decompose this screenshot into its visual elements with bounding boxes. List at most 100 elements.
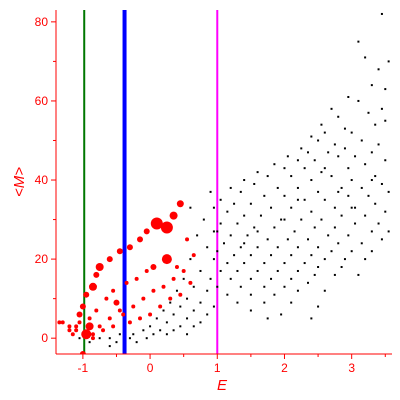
- black-point: [243, 214, 246, 217]
- black-point: [300, 218, 303, 221]
- black-point: [387, 60, 390, 63]
- black-point: [236, 269, 239, 272]
- black-point: [243, 242, 246, 245]
- black-point: [206, 313, 209, 316]
- black-point: [256, 246, 259, 249]
- ticks: -1 0 1 2 3 0 20 40 60 80: [35, 15, 386, 375]
- black-point: [273, 163, 276, 166]
- black-point: [182, 277, 185, 280]
- red-point: [158, 304, 163, 309]
- red-point: [79, 351, 86, 354]
- x-axis-label: E: [217, 377, 228, 394]
- black-point: [236, 301, 239, 304]
- y-tick-label: 40: [35, 173, 49, 187]
- red-point: [104, 296, 109, 301]
- red-point: [81, 329, 92, 340]
- black-point: [270, 277, 273, 280]
- black-point: [276, 186, 279, 189]
- black-point: [323, 167, 326, 170]
- red-point: [150, 217, 163, 230]
- red-point: [60, 320, 65, 325]
- black-point: [303, 198, 306, 201]
- black-point: [98, 337, 101, 340]
- black-point: [216, 250, 219, 253]
- black-point: [175, 289, 178, 292]
- black-point: [333, 226, 336, 229]
- black-point: [374, 123, 377, 126]
- red-point: [134, 276, 139, 281]
- red-point: [94, 308, 99, 313]
- black-point: [330, 175, 333, 178]
- black-point: [186, 333, 189, 336]
- black-points-series: [78, 12, 390, 348]
- black-point: [256, 269, 259, 272]
- black-point: [233, 202, 236, 205]
- black-point: [354, 206, 357, 209]
- red-point: [116, 248, 123, 255]
- black-point: [276, 269, 279, 272]
- black-point: [357, 273, 360, 276]
- red-points-series: [57, 200, 196, 354]
- black-point: [343, 258, 346, 261]
- red-point: [90, 332, 95, 337]
- black-point: [283, 262, 286, 265]
- red-point: [191, 253, 196, 258]
- black-point: [370, 230, 373, 233]
- black-point: [246, 234, 249, 237]
- black-point: [360, 186, 363, 189]
- red-point: [181, 268, 186, 273]
- black-point: [196, 234, 199, 237]
- black-point: [256, 171, 259, 174]
- red-point: [178, 292, 183, 297]
- black-point: [286, 238, 289, 241]
- black-point: [290, 206, 293, 209]
- black-point: [243, 262, 246, 265]
- black-point: [377, 222, 380, 225]
- red-point: [70, 332, 75, 337]
- black-point: [172, 313, 175, 316]
- red-point: [168, 296, 173, 301]
- axes: [55, 10, 392, 355]
- black-point: [132, 333, 135, 336]
- black-point: [199, 321, 202, 324]
- black-point: [370, 250, 373, 253]
- black-point: [239, 285, 242, 288]
- black-point: [273, 293, 276, 296]
- red-point: [85, 322, 94, 331]
- red-point: [137, 236, 143, 243]
- black-point: [370, 179, 373, 182]
- black-point: [374, 175, 377, 178]
- black-point: [179, 325, 182, 328]
- black-point: [333, 273, 336, 276]
- black-point: [219, 269, 222, 272]
- black-point: [276, 246, 279, 249]
- black-point: [337, 155, 340, 158]
- red-point: [143, 228, 150, 235]
- black-point: [165, 321, 168, 324]
- black-point: [239, 246, 242, 249]
- black-point: [229, 277, 232, 280]
- black-point: [333, 206, 336, 209]
- black-point: [290, 301, 293, 304]
- black-point: [384, 88, 387, 91]
- black-point: [216, 230, 219, 233]
- red-point: [126, 244, 133, 251]
- black-point: [367, 111, 370, 114]
- black-point: [229, 186, 232, 189]
- black-point: [337, 242, 340, 245]
- black-point: [162, 309, 165, 312]
- black-point: [212, 305, 215, 308]
- black-point: [283, 194, 286, 197]
- black-point: [226, 210, 229, 213]
- red-point: [97, 324, 102, 329]
- black-point: [296, 159, 299, 162]
- red-point: [188, 280, 193, 285]
- black-point: [273, 226, 276, 229]
- black-point: [209, 277, 212, 280]
- black-point: [384, 159, 387, 162]
- black-point: [135, 341, 138, 344]
- black-point: [330, 250, 333, 253]
- red-point: [176, 200, 184, 208]
- black-point: [313, 159, 316, 162]
